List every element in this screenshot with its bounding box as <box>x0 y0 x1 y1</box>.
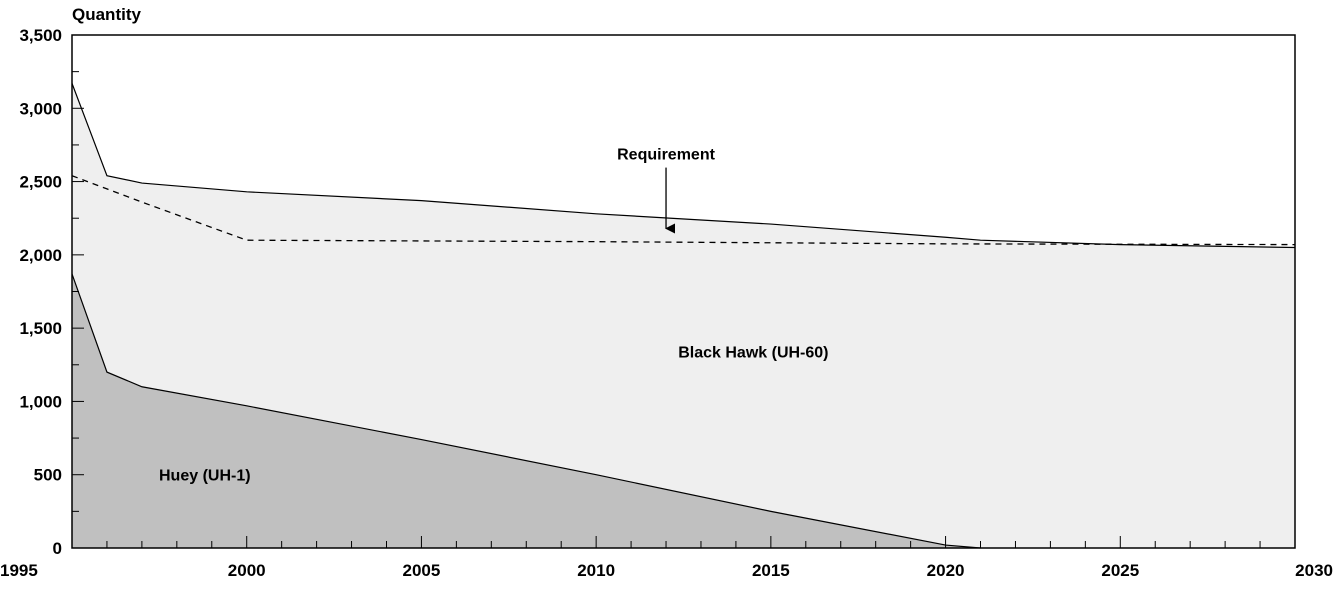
y-tick-label-3000: 3,000 <box>19 99 62 118</box>
x-tick-label-2000: 2000 <box>228 561 266 580</box>
y-tick-label-3500: 3,500 <box>19 26 62 45</box>
y-tick-label-2000: 2,000 <box>19 246 62 265</box>
y-tick-label-1000: 1,000 <box>19 392 62 411</box>
annotation-black-hawk-uh-60: Black Hawk (UH-60) <box>678 344 828 361</box>
series-line-requirement <box>71 175 1296 246</box>
series-line-black-hawk-uh-60 <box>71 83 1296 249</box>
x-tick-label-2020: 2020 <box>927 561 965 580</box>
annotation-requirement: Requirement <box>617 147 715 164</box>
y-tick-label-0: 0 <box>53 539 62 558</box>
x-tick-label-1995: 1995 <box>0 561 38 580</box>
series-area-huey-uh-1 <box>72 273 981 548</box>
x-tick-label-2010: 2010 <box>577 561 615 580</box>
x-tick-label-2005: 2005 <box>403 561 441 580</box>
annotation-huey-uh-1: Huey (UH-1) <box>159 468 251 485</box>
x-tick-label-2015: 2015 <box>752 561 790 580</box>
y-tick-label-1500: 1,500 <box>19 319 62 338</box>
x-tick-label-2025: 2025 <box>1101 561 1139 580</box>
y-axis-title: Quantity <box>72 5 141 24</box>
y-tick-label-500: 500 <box>34 466 62 485</box>
y-tick-label-2500: 2,500 <box>19 173 62 192</box>
series-line-huey-uh-1 <box>71 273 981 549</box>
x-tick-label-2030: 2030 <box>1295 561 1333 580</box>
